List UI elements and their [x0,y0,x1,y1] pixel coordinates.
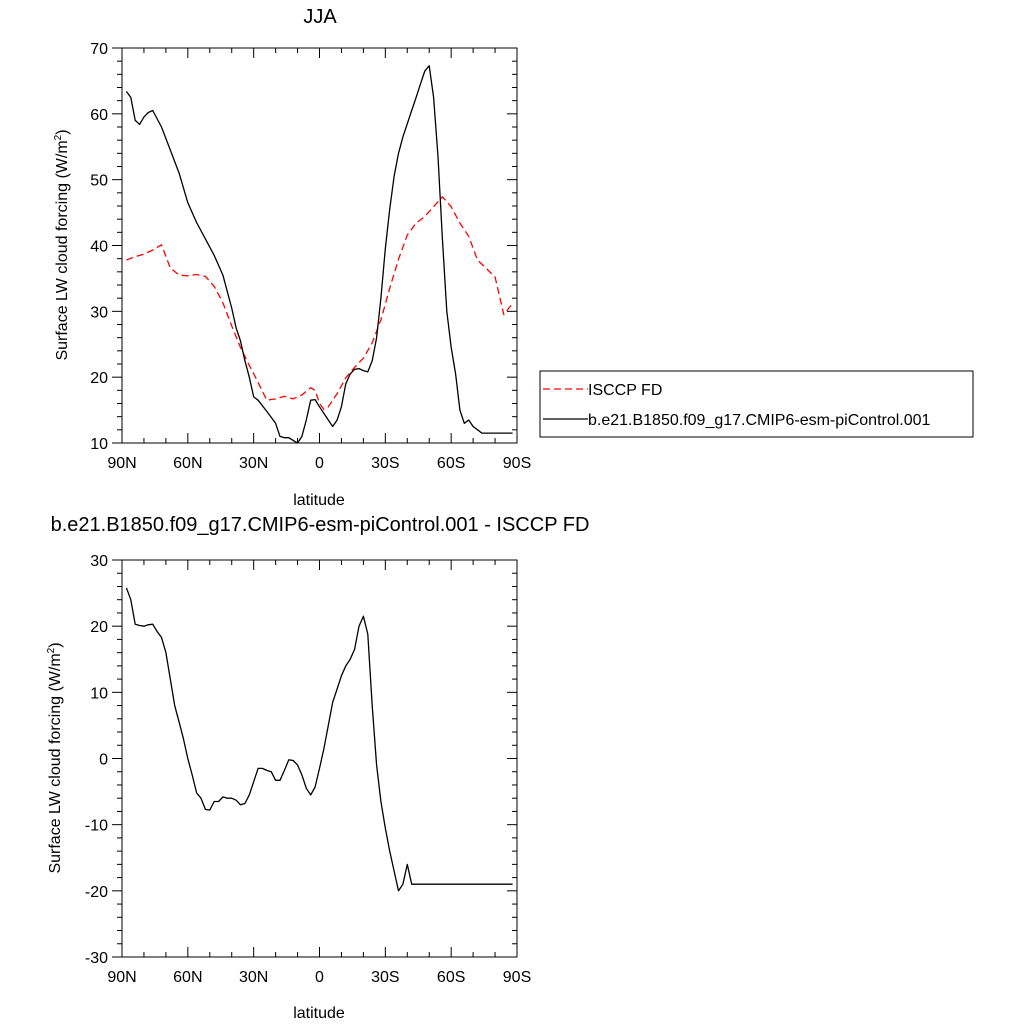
y-tick-label: 30 [90,553,108,570]
x-tick-label: 30S [371,455,399,472]
y-tick-label: 0 [99,752,108,769]
y-tick-labels: 10 20 30 40 50 60 70 [90,41,108,453]
x-tick-label: 30S [371,969,399,986]
panel-top: JJA 90N 60N 30N 0 30S 60S 90S 10 20 30 40 50 60 70 l… [53,6,974,509]
chart-title: JJA [303,6,337,28]
series-line-isccp [126,196,514,411]
legend-box [539,370,974,438]
plot-frame [121,559,518,958]
x-tick-label: 60S [437,455,465,472]
y-tick-label: -10 [85,818,108,835]
y-tick-label: -30 [85,950,108,967]
x-tick-label: 60N [173,969,202,986]
series-line-difference [125,587,513,892]
x-tick-label: 90N [107,969,136,986]
x-tick-label: 30N [239,455,268,472]
y-tick-label: 20 [90,619,108,636]
y-axis-label-sup: 2 [46,647,57,653]
chart-title: b.e21.B1850.f09_g17.CMIP6-esm-piControl.… [51,514,590,536]
x-axis-label: latitude [293,1005,345,1022]
legend-label-model: b.e21.B1850.f09_g17.CMIP6-esm-piControl.… [588,412,931,429]
x-tick-label: 90N [107,455,136,472]
y-axis-label-close: ) [47,642,64,647]
axis-ticks [112,559,518,958]
x-tick-label: 90S [503,455,531,472]
x-tick-label: 0 [315,969,324,986]
x-tick-label: 60N [173,455,202,472]
y-axis-label-close: ) [54,129,71,134]
series-line-b-e21-b1850-f09-g17-cmip6-esm-picontrol-001 [125,65,513,444]
y-tick-label: -20 [85,884,108,901]
y-axis-label-sup: 2 [53,134,64,140]
panel-bottom: b.e21.B1850.f09_g17.CMIP6-esm-piControl.… [46,514,589,1022]
y-tick-label: 50 [90,173,108,190]
x-tick-labels: 90N 60N 30N 0 30S 60S 90S [107,969,531,986]
y-axis-label: Surface LW cloud forcing (W/m2) [46,642,64,873]
y-tick-label: 10 [90,436,108,453]
y-tick-label: 20 [90,370,108,387]
legend: ISCCP FD b.e21.B1850.f09_g17.CMIP6-esm-p… [539,370,974,438]
y-tick-label: 10 [90,685,108,702]
x-tick-label: 60S [437,969,465,986]
y-tick-labels: -30 -20 -10 0 10 20 30 [85,553,108,967]
y-tick-label: 60 [90,107,108,124]
series-group [125,587,513,892]
x-tick-labels: 90N 60N 30N 0 30S 60S 90S [107,455,531,472]
x-tick-label: 0 [315,455,324,472]
series-group [125,65,514,444]
x-tick-label: 90S [503,969,531,986]
y-axis-label-main: Surface LW cloud forcing (W/m [54,140,71,360]
y-tick-label: 30 [90,304,108,321]
y-axis-label-main: Surface LW cloud forcing (W/m [47,653,64,873]
x-axis-label: latitude [293,492,345,509]
y-tick-label: 40 [90,239,108,256]
y-tick-label: 70 [90,41,108,58]
plot-frame [121,47,518,444]
y-axis-label: Surface LW cloud forcing (W/m2) [53,129,71,360]
x-tick-label: 30N [239,969,268,986]
legend-label-isccp: ISCCP FD [588,382,662,399]
